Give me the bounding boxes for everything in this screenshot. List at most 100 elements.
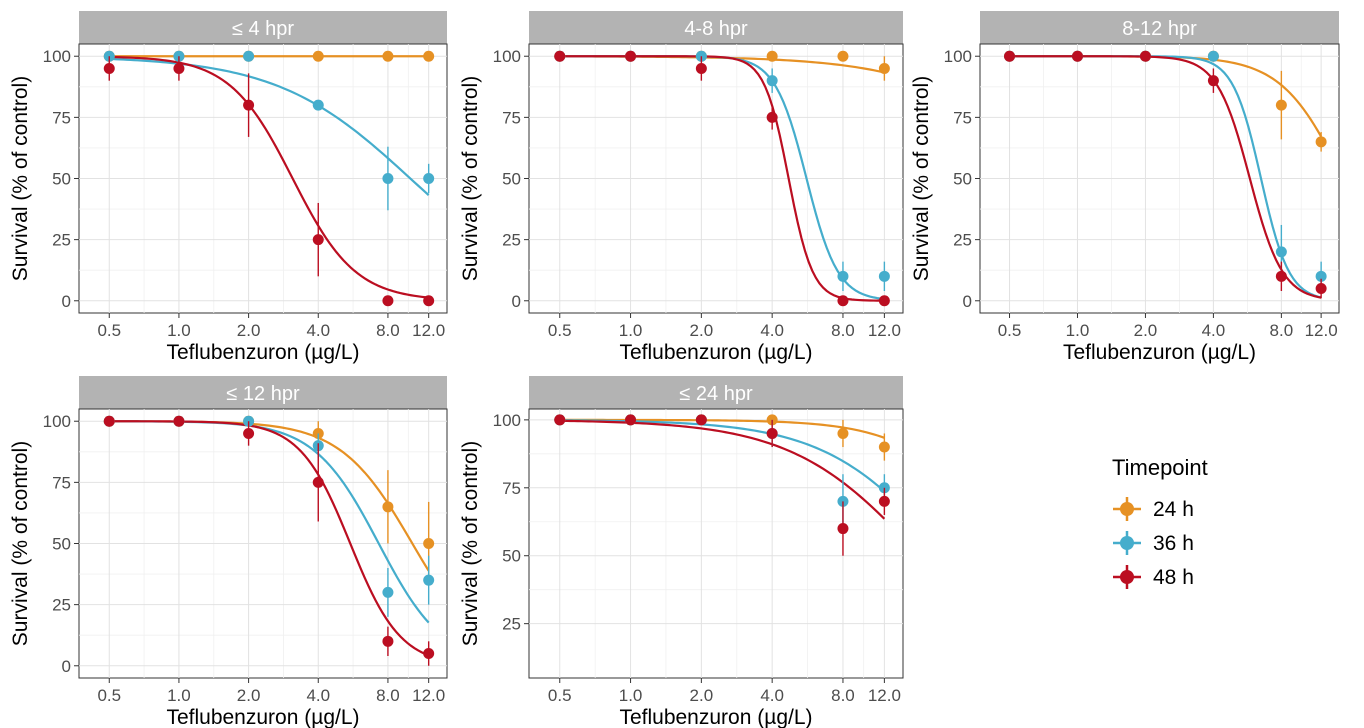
data-point-24h	[423, 50, 435, 62]
x-tick-label: 4.0	[306, 686, 330, 705]
panel-strip-label: ≤ 24 hpr	[679, 383, 753, 405]
data-point-48h	[243, 427, 255, 439]
x-axis-title: Teflubenzuron (µg/L)	[619, 706, 812, 728]
y-tick-label: 25	[502, 231, 521, 250]
plot-area	[528, 408, 904, 679]
fit-curve-48h	[109, 420, 430, 657]
x-tick-label: 1.0	[167, 321, 191, 340]
data-point-48h	[103, 62, 115, 74]
y-tick-label: 50	[52, 170, 71, 189]
data-point-48h	[1275, 270, 1287, 282]
panel-strip-label: 8-12 hpr	[1122, 18, 1197, 40]
legend-label-36h: 36 h	[1153, 532, 1194, 555]
x-axis-title: Teflubenzuron (µg/L)	[619, 341, 812, 364]
data-point-48h	[625, 50, 637, 62]
data-point-24h	[878, 441, 890, 453]
y-tick-label: 75	[52, 108, 71, 127]
x-tick-label: 12.0	[412, 686, 445, 705]
data-point-48h	[695, 62, 707, 74]
legend-entry-36h: 36 h	[1113, 531, 1194, 555]
x-tick-label: 8.0	[376, 321, 400, 340]
fit-curve-36h	[109, 57, 430, 196]
y-axis-title: Survival (% of control)	[459, 76, 482, 281]
y-tick-label: 25	[502, 615, 521, 634]
y-tick-label: 0	[512, 292, 521, 311]
fit-curve-48h	[1009, 55, 1322, 299]
data-point-48h	[766, 427, 778, 439]
data-point-48h	[1315, 283, 1327, 295]
x-tick-label: 1.0	[167, 686, 191, 705]
y-tick-label: 25	[52, 231, 71, 250]
x-tick-label: 4.0	[760, 321, 784, 340]
panel-3: 8-12 hpr 0.5 1.0 2.0 4.0 8.0 12.0 0 25 50 75 100 Tef…	[910, 11, 1340, 364]
y-tick-label: 50	[502, 547, 521, 566]
panel-strip	[980, 11, 1339, 44]
legend-key-dot-36h	[1120, 536, 1134, 550]
legend-label-48h: 48 h	[1153, 566, 1194, 589]
y-axis-title: Survival (% of control)	[9, 441, 32, 646]
data-point-48h	[1207, 75, 1219, 87]
y-tick-label: 0	[62, 657, 71, 676]
data-point-36h	[1315, 270, 1327, 282]
y-axis-title: Survival (% of control)	[9, 76, 32, 281]
x-tick-label: 12.0	[868, 686, 901, 705]
data-point-48h	[382, 635, 394, 647]
y-tick-label: 100	[493, 47, 521, 66]
data-point-48h	[1139, 50, 1151, 62]
x-tick-label: 8.0	[1270, 321, 1294, 340]
x-tick-label: 2.0	[237, 686, 261, 705]
data-point-36h	[382, 586, 394, 598]
data-point-48h	[243, 99, 255, 111]
panel-5: ≤ 24 hpr 0.5 1.0 2.0 4.0 8.0 12.0 25 50 75 100 Tefl…	[459, 376, 904, 728]
panel-2: 4-8 hpr 0.5 1.0 2.0 4.0 8.0 12.0 0 25 50 75 100 Tefl…	[459, 11, 904, 364]
x-tick-label: 12.0	[412, 321, 445, 340]
x-tick-label: 0.5	[97, 321, 121, 340]
legend-entry-48h: 48 h	[1113, 565, 1194, 589]
data-point-48h	[695, 414, 707, 426]
data-point-48h	[423, 648, 435, 660]
data-point-48h	[878, 495, 890, 507]
panel-strip	[529, 376, 903, 409]
data-point-24h	[382, 501, 394, 513]
data-point-24h	[1315, 136, 1327, 148]
x-tick-label: 8.0	[831, 321, 855, 340]
fit-curve-48h	[109, 55, 429, 299]
x-tick-label: 1.0	[619, 321, 643, 340]
data-point-48h	[1071, 50, 1083, 62]
x-tick-label: 2.0	[690, 686, 714, 705]
x-tick-label: 0.5	[548, 321, 572, 340]
data-point-48h	[423, 295, 435, 307]
legend-label-24h: 24 h	[1153, 498, 1194, 521]
data-point-48h	[837, 523, 849, 535]
x-tick-label: 4.0	[760, 686, 784, 705]
data-point-48h	[878, 295, 890, 307]
y-tick-label: 25	[52, 596, 71, 615]
y-tick-label: 75	[52, 473, 71, 492]
panel-strip	[529, 11, 903, 44]
y-tick-label: 100	[43, 47, 71, 66]
panel-strip	[79, 376, 447, 409]
x-tick-label: 4.0	[1202, 321, 1226, 340]
data-point-24h	[423, 538, 435, 549]
y-tick-label: 100	[493, 411, 521, 430]
y-tick-label: 50	[52, 535, 71, 554]
data-point-36h	[382, 173, 394, 184]
x-tick-label: 0.5	[97, 686, 121, 705]
data-point-24h	[1275, 99, 1287, 111]
data-point-48h	[382, 295, 394, 307]
data-point-48h	[1004, 50, 1016, 62]
panels-layer: ≤ 4 hpr 0.5 1.0 2.0 4.0 8.0 12.0 0 25 50 75 100 Tefl…	[9, 11, 1340, 728]
panel-1: ≤ 4 hpr 0.5 1.0 2.0 4.0 8.0 12.0 0 25 50 75 100 Tefl…	[9, 11, 448, 364]
data-point-24h	[837, 50, 849, 62]
x-tick-label: 4.0	[306, 321, 330, 340]
legend-key-dot-48h	[1120, 570, 1134, 584]
data-point-48h	[312, 476, 324, 488]
data-point-24h	[878, 62, 890, 74]
panel-strip	[79, 11, 447, 44]
x-tick-label: 0.5	[548, 686, 572, 705]
data-point-36h	[423, 173, 435, 184]
y-axis-title: Survival (% of control)	[910, 76, 933, 281]
x-tick-label: 2.0	[1134, 321, 1158, 340]
x-tick-label: 12.0	[868, 321, 901, 340]
data-point-48h	[173, 415, 185, 427]
